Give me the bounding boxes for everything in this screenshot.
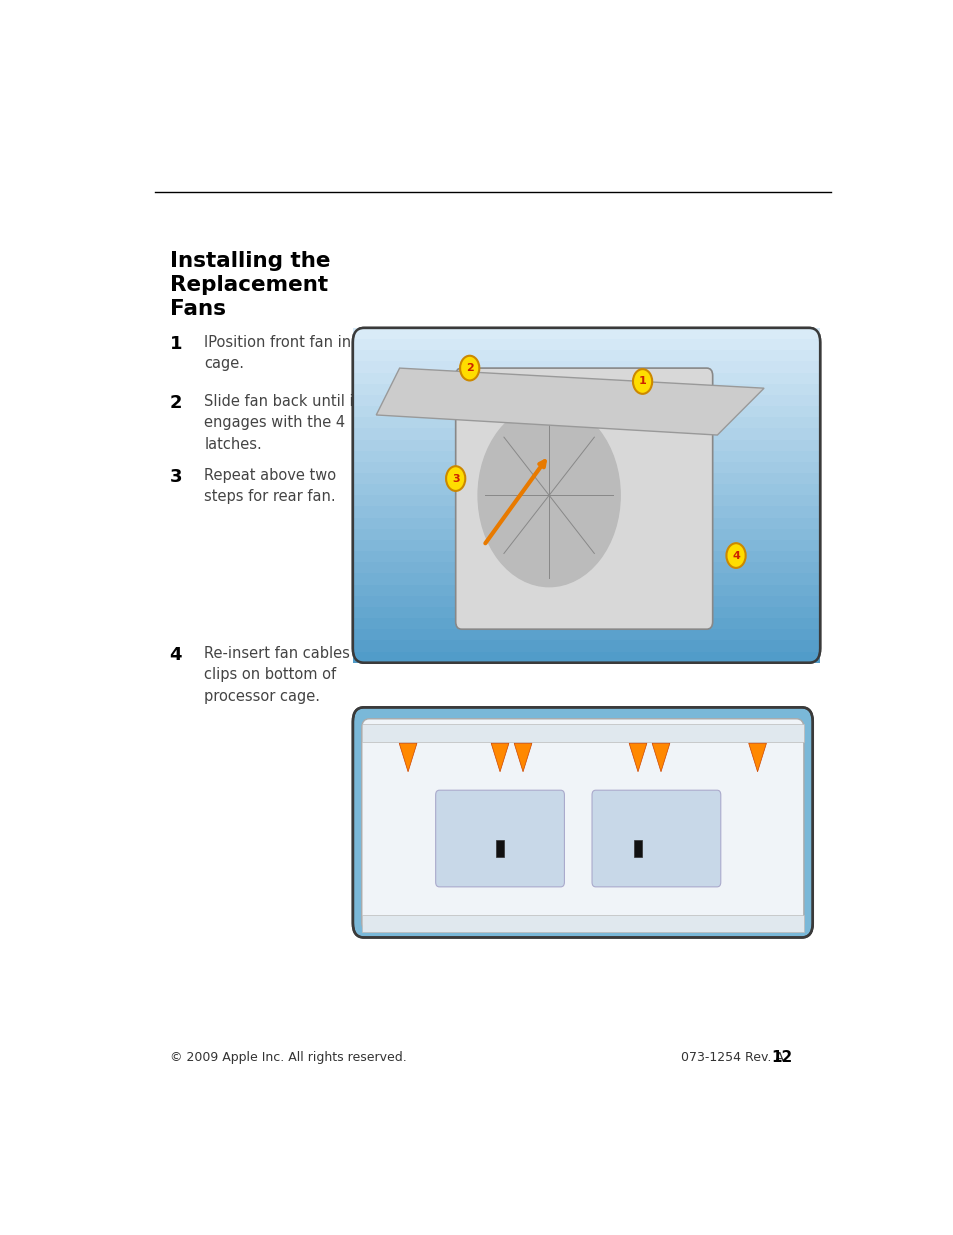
Bar — [353, 384, 820, 395]
Bar — [353, 417, 820, 429]
Bar — [353, 606, 820, 618]
FancyBboxPatch shape — [353, 708, 812, 937]
Bar — [361, 915, 803, 931]
FancyBboxPatch shape — [436, 790, 564, 887]
FancyBboxPatch shape — [592, 790, 720, 887]
Bar — [353, 340, 820, 351]
Bar — [353, 517, 820, 529]
Bar — [353, 595, 820, 606]
Polygon shape — [748, 743, 765, 772]
Bar — [353, 506, 820, 517]
Bar — [353, 641, 820, 652]
Bar — [353, 329, 820, 340]
Text: 4: 4 — [170, 646, 182, 663]
Text: 12: 12 — [771, 1050, 792, 1065]
Polygon shape — [514, 743, 532, 772]
Text: 1: 1 — [170, 335, 182, 352]
Bar — [353, 462, 820, 473]
Bar — [353, 629, 820, 641]
Bar — [353, 573, 820, 584]
Text: 3: 3 — [170, 468, 182, 485]
Bar — [353, 473, 820, 484]
Text: 3: 3 — [452, 473, 459, 484]
Text: 4: 4 — [731, 551, 740, 561]
Circle shape — [446, 466, 465, 492]
Bar — [633, 840, 641, 857]
Text: 2: 2 — [465, 363, 473, 373]
Circle shape — [725, 543, 745, 568]
Text: 1: 1 — [639, 377, 646, 387]
Bar — [496, 840, 504, 857]
FancyBboxPatch shape — [456, 368, 712, 629]
Polygon shape — [628, 743, 646, 772]
Polygon shape — [491, 743, 508, 772]
Polygon shape — [652, 743, 669, 772]
Polygon shape — [375, 368, 763, 435]
Bar — [353, 406, 820, 417]
Text: 073-1254 Rev. A: 073-1254 Rev. A — [680, 1051, 783, 1063]
Bar — [353, 451, 820, 462]
Bar — [353, 362, 820, 373]
Bar — [361, 725, 803, 741]
Circle shape — [459, 356, 478, 380]
Bar — [353, 429, 820, 440]
Text: Repeat above two
steps for rear fan.: Repeat above two steps for rear fan. — [204, 468, 336, 504]
Bar — [353, 540, 820, 551]
Bar — [353, 484, 820, 495]
Bar — [353, 351, 820, 362]
Bar — [353, 618, 820, 629]
Bar — [353, 584, 820, 595]
Bar — [353, 652, 820, 663]
Bar — [353, 562, 820, 573]
Bar — [353, 440, 820, 451]
FancyBboxPatch shape — [353, 329, 820, 663]
Circle shape — [633, 369, 652, 394]
Text: © 2009 Apple Inc. All rights reserved.: © 2009 Apple Inc. All rights reserved. — [170, 1051, 406, 1063]
Bar — [353, 395, 820, 406]
Bar — [353, 529, 820, 540]
Bar — [353, 373, 820, 384]
Text: Installing the
Replacement
Fans: Installing the Replacement Fans — [170, 251, 330, 319]
Text: IPosition front fan in
cage.: IPosition front fan in cage. — [204, 335, 351, 372]
FancyBboxPatch shape — [361, 719, 803, 931]
Bar — [353, 495, 820, 506]
Bar — [353, 551, 820, 562]
Circle shape — [477, 404, 619, 587]
Text: Slide fan back until it
engages with the 4
latches.: Slide fan back until it engages with the… — [204, 394, 359, 452]
Polygon shape — [398, 743, 416, 772]
Text: Re-insert fan cables in
clips on bottom of
processor cage.: Re-insert fan cables in clips on bottom … — [204, 646, 368, 704]
Text: 2: 2 — [170, 394, 182, 411]
